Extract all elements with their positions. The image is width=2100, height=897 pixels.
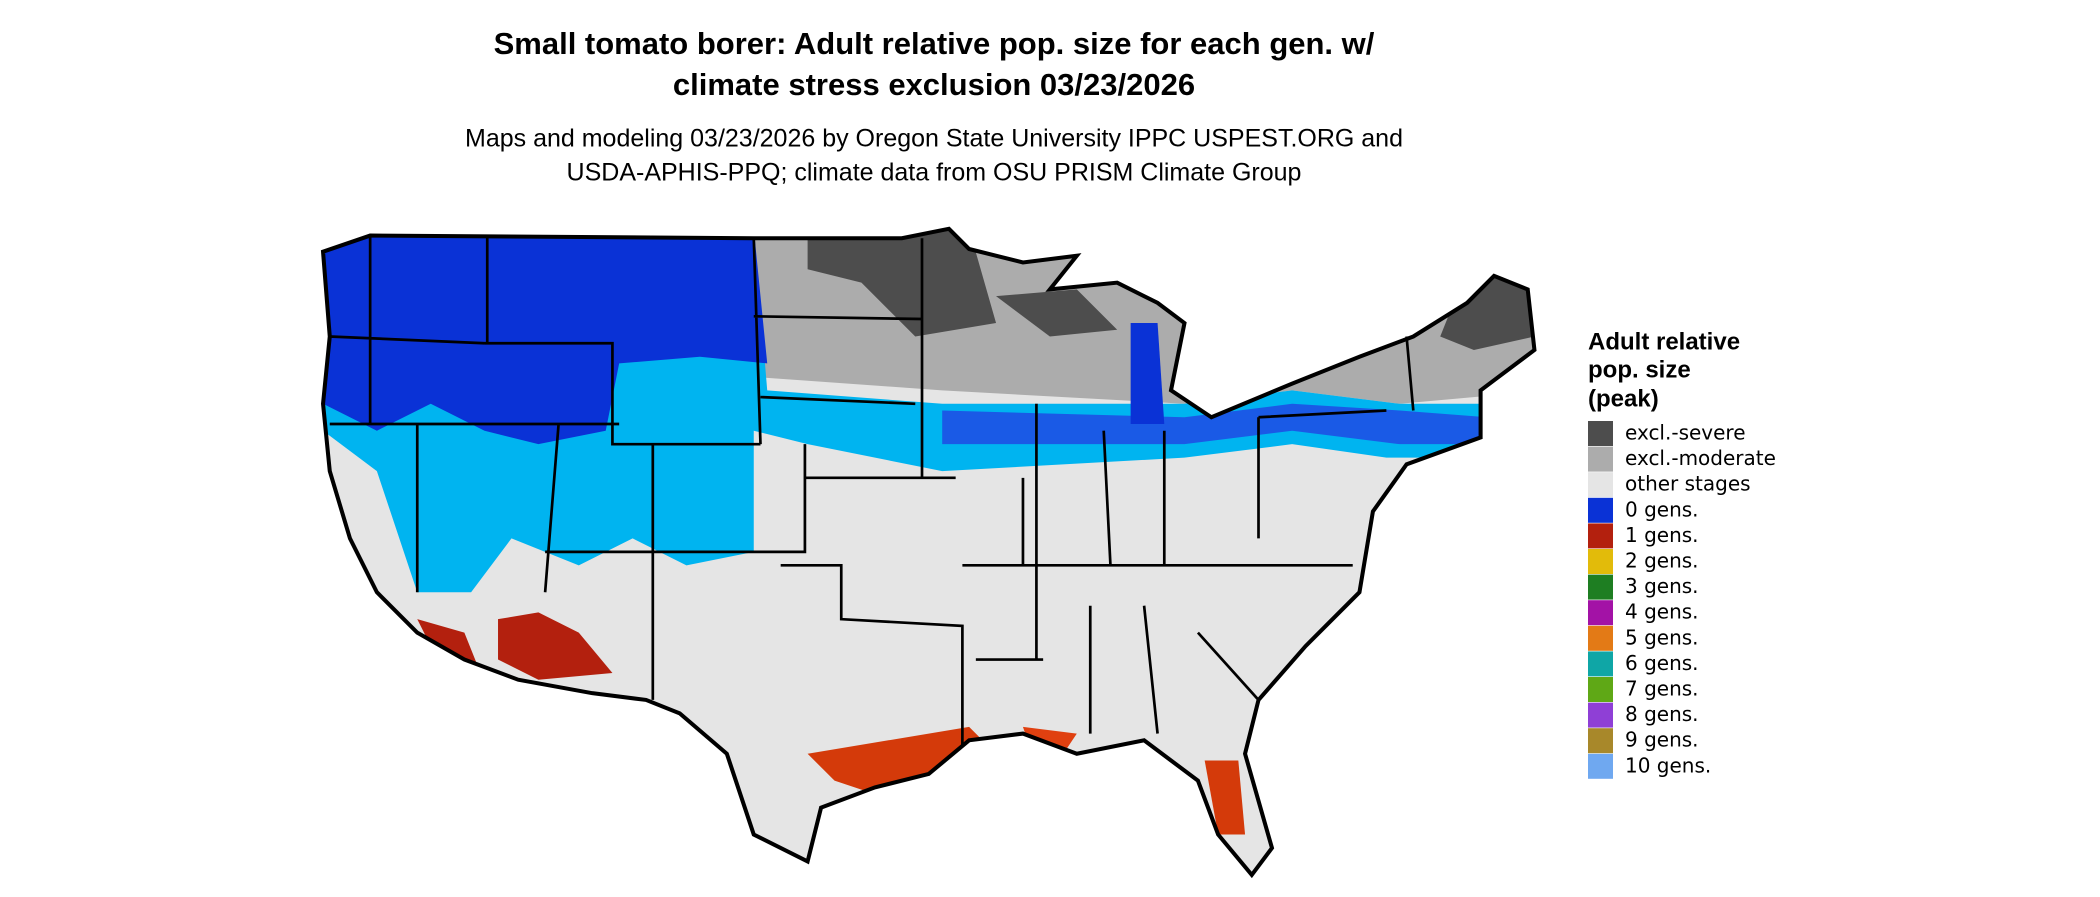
legend-label: 10 gens.: [1625, 753, 1711, 777]
legend-swatch: [1588, 472, 1613, 498]
legend-label: other stages: [1625, 472, 1751, 496]
legend: Adult relative pop. size (peak) excl.-se…: [1588, 328, 1776, 779]
legend-swatch: [1588, 574, 1613, 600]
region-zero-gens: [1130, 323, 1165, 424]
region-excl-severe: [996, 289, 1118, 337]
legend-swatch: [1588, 523, 1613, 549]
subtitle-line: Maps and modeling 03/23/2026 by Oregon S…: [465, 125, 1403, 153]
legend-swatch: [1588, 497, 1613, 523]
legend-label: 7 gens.: [1625, 677, 1699, 701]
legend-swatch: [1588, 625, 1613, 651]
title-line: Small tomato borer: Adult relative pop. …: [494, 26, 1375, 61]
legend-swatch: [1588, 549, 1613, 574]
legend-swatch: [1588, 728, 1613, 754]
legend-title: Adult relative: [1588, 328, 1740, 355]
legend-swatch: [1588, 651, 1613, 677]
legend-title: (peak): [1588, 385, 1659, 412]
title-line: climate stress exclusion 03/23/2026: [673, 67, 1195, 102]
region-zero-gens: [942, 403, 1488, 445]
legend-label: 3 gens.: [1625, 574, 1699, 598]
region-excl-severe: [807, 228, 997, 337]
legend-swatch: [1588, 677, 1613, 702]
subtitle-line: USDA-APHIS-PPQ; climate data from OSU PR…: [567, 159, 1302, 187]
region-zero-gens: [323, 228, 768, 445]
legend-swatch: [1588, 446, 1613, 472]
region-one-gen: [417, 619, 478, 667]
region-one-gen: [498, 612, 613, 680]
legend-swatch: [1588, 702, 1613, 728]
legend-swatch: [1588, 753, 1613, 779]
state-lines: [329, 235, 1415, 748]
legend-label: 9 gens.: [1625, 728, 1699, 752]
legend-label: 2 gens.: [1625, 549, 1699, 573]
legend-label: excl.-severe: [1625, 421, 1746, 445]
legend-label: 4 gens.: [1625, 600, 1699, 624]
legend-label: 6 gens.: [1625, 651, 1699, 675]
legend-label: excl.-moderate: [1625, 446, 1776, 470]
legend-title: pop. size: [1588, 356, 1691, 383]
legend-swatch: [1588, 421, 1613, 446]
legend-label: 8 gens.: [1625, 702, 1699, 726]
legend-label: 5 gens.: [1625, 625, 1699, 649]
legend-label: 0 gens.: [1625, 497, 1699, 521]
legend-swatch: [1588, 600, 1613, 626]
legend-label: 1 gens.: [1625, 523, 1699, 547]
